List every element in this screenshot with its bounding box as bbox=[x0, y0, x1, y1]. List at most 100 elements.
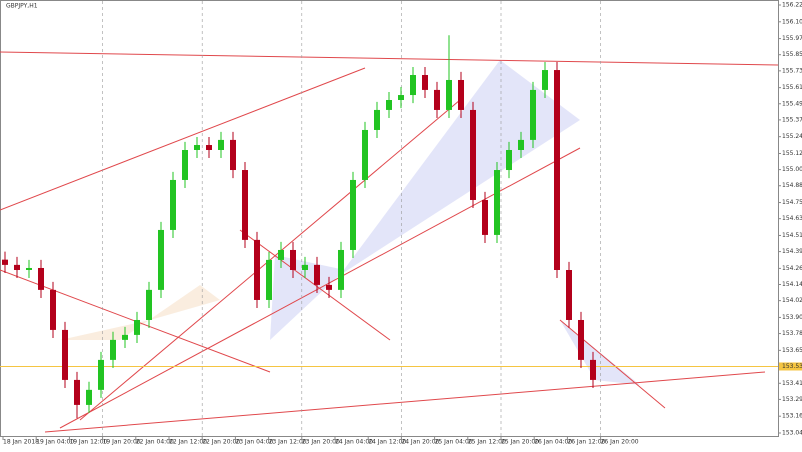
x-tick-label: 22 Jan 04:00 bbox=[136, 439, 174, 446]
chart-title: GBPJPY,H1 bbox=[6, 3, 38, 10]
y-tick-label: 153.290 bbox=[782, 396, 802, 403]
x-tick-label: 24 Jan 04:00 bbox=[335, 439, 373, 446]
candle-body bbox=[86, 389, 92, 405]
y-tick-label: 153.780 bbox=[782, 330, 802, 337]
candle-body bbox=[530, 89, 536, 140]
y-tick-label: 153.165 bbox=[782, 413, 802, 420]
candle-body bbox=[458, 79, 464, 110]
candle-body bbox=[110, 339, 116, 360]
y-tick-label: 155.120 bbox=[782, 150, 802, 157]
trend-line bbox=[559, 319, 666, 409]
candle-body bbox=[14, 264, 20, 270]
candle-body bbox=[170, 179, 176, 230]
candle-body bbox=[554, 70, 560, 270]
candle-body bbox=[134, 319, 140, 335]
candle-body bbox=[218, 139, 224, 150]
x-tick-label: 26 Jan 04:00 bbox=[534, 439, 572, 446]
candle-body bbox=[254, 239, 260, 300]
y-tick-label: 154.025 bbox=[782, 297, 802, 304]
candle-body bbox=[362, 129, 368, 180]
cloud-shade bbox=[60, 285, 220, 340]
candle-body bbox=[314, 264, 320, 285]
x-tick-label: 18 Jan 2018 bbox=[3, 439, 39, 446]
candle-body bbox=[230, 139, 236, 171]
y-tick-label: 155.975 bbox=[782, 35, 802, 42]
y-tick-label: 155.610 bbox=[782, 84, 802, 91]
x-tick-label: 23 Jan 20:00 bbox=[302, 439, 340, 446]
y-tick-label: 155.855 bbox=[782, 51, 802, 58]
cloud-shade bbox=[270, 255, 345, 340]
candle-body bbox=[62, 329, 68, 380]
x-tick-label: 19 Jan 20:00 bbox=[103, 439, 141, 446]
candle-body bbox=[542, 70, 548, 90]
candle-body bbox=[482, 199, 488, 235]
candle-body bbox=[122, 334, 128, 340]
x-tick-label: 26 Jan 20:00 bbox=[601, 439, 639, 446]
candle-body bbox=[26, 267, 32, 270]
x-tick-label: 23 Jan 12:00 bbox=[269, 439, 307, 446]
y-tick-label: 154.755 bbox=[782, 199, 802, 206]
trend-line bbox=[44, 371, 766, 433]
x-tick-label: 19 Jan 12:00 bbox=[69, 439, 107, 446]
y-tick-label: 155.370 bbox=[782, 116, 802, 123]
y-tick-label: 155.000 bbox=[782, 166, 802, 173]
candle-body bbox=[386, 100, 392, 110]
y-tick-label: 156.100 bbox=[782, 18, 802, 25]
price-label-box bbox=[779, 362, 802, 371]
candle-body bbox=[374, 109, 380, 130]
y-tick-label: 154.390 bbox=[782, 248, 802, 255]
candle-body bbox=[578, 319, 584, 360]
candle-body bbox=[158, 229, 164, 290]
candle-body bbox=[98, 359, 104, 390]
candle-body bbox=[266, 259, 272, 300]
y-tick-label: 154.510 bbox=[782, 232, 802, 239]
y-tick-label: 153.040 bbox=[782, 430, 802, 437]
y-tick-label: 154.265 bbox=[782, 265, 802, 272]
trend-line bbox=[239, 229, 391, 341]
y-tick-label: 154.145 bbox=[782, 281, 802, 288]
candle-body bbox=[182, 149, 188, 180]
candle-body bbox=[398, 95, 404, 101]
candle-body bbox=[518, 139, 524, 150]
candle-body bbox=[434, 89, 440, 110]
y-tick-label: 153.535 bbox=[782, 363, 802, 370]
x-tick-label: 22 Jan 20:00 bbox=[202, 439, 240, 446]
candle-body bbox=[206, 145, 212, 150]
candle-body bbox=[278, 249, 284, 260]
candle-body bbox=[302, 264, 308, 270]
x-tick-label: 24 Jan 12:00 bbox=[368, 439, 406, 446]
y-tick-label: 155.245 bbox=[782, 133, 802, 140]
y-tick-label: 153.900 bbox=[782, 314, 802, 321]
trend-line bbox=[59, 147, 581, 429]
candle-body bbox=[50, 289, 56, 330]
candle-body bbox=[422, 75, 428, 90]
candle-body bbox=[506, 149, 512, 171]
y-tick-label: 156.225 bbox=[782, 2, 802, 9]
candle-body bbox=[326, 284, 332, 290]
x-tick-label: 26 Jan 12:00 bbox=[567, 439, 605, 446]
x-tick-label: 25 Jan 20:00 bbox=[501, 439, 539, 446]
x-tick-label: 25 Jan 04:00 bbox=[435, 439, 473, 446]
candle-body bbox=[38, 267, 44, 290]
candle-body bbox=[566, 269, 572, 320]
candle-body bbox=[2, 259, 8, 265]
candle-body bbox=[446, 79, 452, 110]
candle-body bbox=[74, 379, 80, 405]
y-tick-label: 155.490 bbox=[782, 100, 802, 107]
candle-body bbox=[590, 359, 596, 380]
x-tick-label: 19 Jan 04:00 bbox=[36, 439, 74, 446]
candle-body bbox=[290, 249, 296, 270]
candle-body bbox=[494, 170, 500, 235]
x-tick-label: 23 Jan 04:00 bbox=[235, 439, 273, 446]
x-tick-label: 22 Jan 12:00 bbox=[169, 439, 207, 446]
trend-line bbox=[0, 67, 366, 211]
cloud-shade bbox=[340, 60, 580, 275]
y-tick-label: 154.880 bbox=[782, 182, 802, 189]
x-tick-label: 24 Jan 20:00 bbox=[401, 439, 439, 446]
y-tick-label: 155.735 bbox=[782, 67, 802, 74]
candle-body bbox=[146, 289, 152, 320]
x-tick-label: 25 Jan 12:00 bbox=[468, 439, 506, 446]
trend-line bbox=[0, 51, 779, 66]
